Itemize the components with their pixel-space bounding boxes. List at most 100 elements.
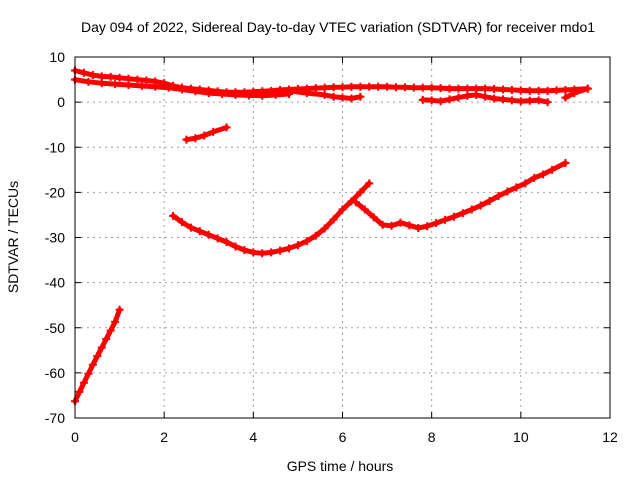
data-point — [467, 205, 476, 214]
data-point — [548, 165, 557, 174]
y-tick-label: -40 — [45, 275, 65, 291]
data-point — [405, 221, 414, 230]
chart-title: Day 094 of 2022, Sidereal Day-to-day VTE… — [81, 19, 595, 35]
data-point — [151, 82, 160, 91]
data-point — [516, 97, 525, 106]
data-point — [329, 92, 338, 101]
data-point — [200, 131, 209, 140]
series-line — [353, 160, 568, 231]
y-tick-label: 0 — [57, 94, 65, 110]
data-point — [271, 90, 280, 99]
x-tick-label: 6 — [339, 429, 347, 445]
data-point — [244, 91, 253, 100]
data-point — [503, 187, 512, 196]
data-point — [249, 248, 258, 257]
data-point — [102, 335, 111, 344]
data-point — [191, 134, 200, 143]
data-point — [186, 223, 195, 232]
data-point — [507, 96, 516, 105]
data-point — [561, 93, 570, 102]
data-point — [499, 85, 507, 94]
data-series — [418, 90, 552, 107]
data-series — [71, 66, 592, 97]
data-point — [463, 84, 472, 93]
data-point — [311, 84, 320, 93]
data-point — [481, 84, 490, 93]
data-point — [516, 86, 525, 95]
data-point — [525, 86, 534, 95]
data-point — [512, 183, 521, 192]
data-series — [182, 123, 231, 144]
data-point — [552, 86, 561, 95]
data-point — [320, 90, 329, 99]
data-point — [561, 85, 570, 94]
data-point — [338, 93, 347, 102]
data-series — [71, 305, 124, 406]
data-point — [432, 219, 441, 228]
data-point — [570, 89, 579, 98]
data-point — [490, 94, 499, 103]
data-point — [383, 82, 392, 91]
data-point — [369, 213, 378, 222]
y-tick-label: 10 — [49, 49, 65, 65]
data-point — [490, 85, 499, 94]
y-tick-label: -70 — [45, 410, 65, 426]
data-point — [84, 77, 93, 86]
data-point — [311, 231, 320, 240]
data-point — [458, 209, 467, 218]
data-point — [351, 198, 360, 207]
data-point — [409, 83, 418, 92]
data-point — [534, 96, 543, 105]
data-point — [124, 80, 133, 89]
data-point — [392, 83, 400, 92]
data-point — [521, 179, 530, 188]
x-tick-label: 10 — [513, 429, 529, 445]
data-point — [218, 90, 227, 99]
data-point — [231, 90, 240, 99]
data-point — [365, 82, 374, 91]
data-point — [97, 79, 106, 88]
data-series — [71, 75, 293, 100]
grid-lines — [75, 57, 610, 418]
data-point — [164, 83, 173, 92]
data-point — [111, 317, 120, 326]
data-point — [84, 369, 93, 378]
data-point — [240, 246, 249, 255]
data-point — [222, 238, 231, 247]
data-series — [285, 86, 365, 103]
data-point — [356, 82, 365, 91]
x-tick-label: 0 — [71, 429, 79, 445]
data-point — [387, 221, 396, 230]
data-point — [396, 218, 405, 227]
data-point — [209, 127, 218, 136]
data-point — [142, 76, 151, 85]
data-point — [169, 211, 178, 220]
data-point — [481, 92, 490, 101]
data-point — [97, 343, 106, 352]
data-point — [454, 84, 463, 93]
data-point — [88, 71, 97, 80]
y-axis-label: SDTVAR / TECUs — [5, 181, 21, 293]
data-point — [530, 173, 539, 182]
data-point — [472, 90, 481, 99]
data-point — [347, 82, 356, 91]
series-line — [170, 180, 372, 256]
data-point — [356, 188, 365, 197]
data-point — [374, 82, 383, 91]
data-point — [285, 244, 293, 253]
data-point — [320, 224, 329, 233]
data-point — [418, 83, 427, 92]
data-point — [427, 83, 436, 92]
data-point — [445, 95, 454, 104]
data-point — [79, 68, 88, 77]
data-point — [329, 215, 338, 224]
data-point — [231, 242, 240, 251]
data-point — [106, 326, 115, 335]
data-point — [543, 98, 552, 107]
data-point — [507, 85, 516, 94]
y-tick-label: -60 — [45, 365, 65, 381]
data-point — [302, 237, 311, 246]
data-point — [195, 227, 204, 236]
data-point — [499, 95, 507, 104]
